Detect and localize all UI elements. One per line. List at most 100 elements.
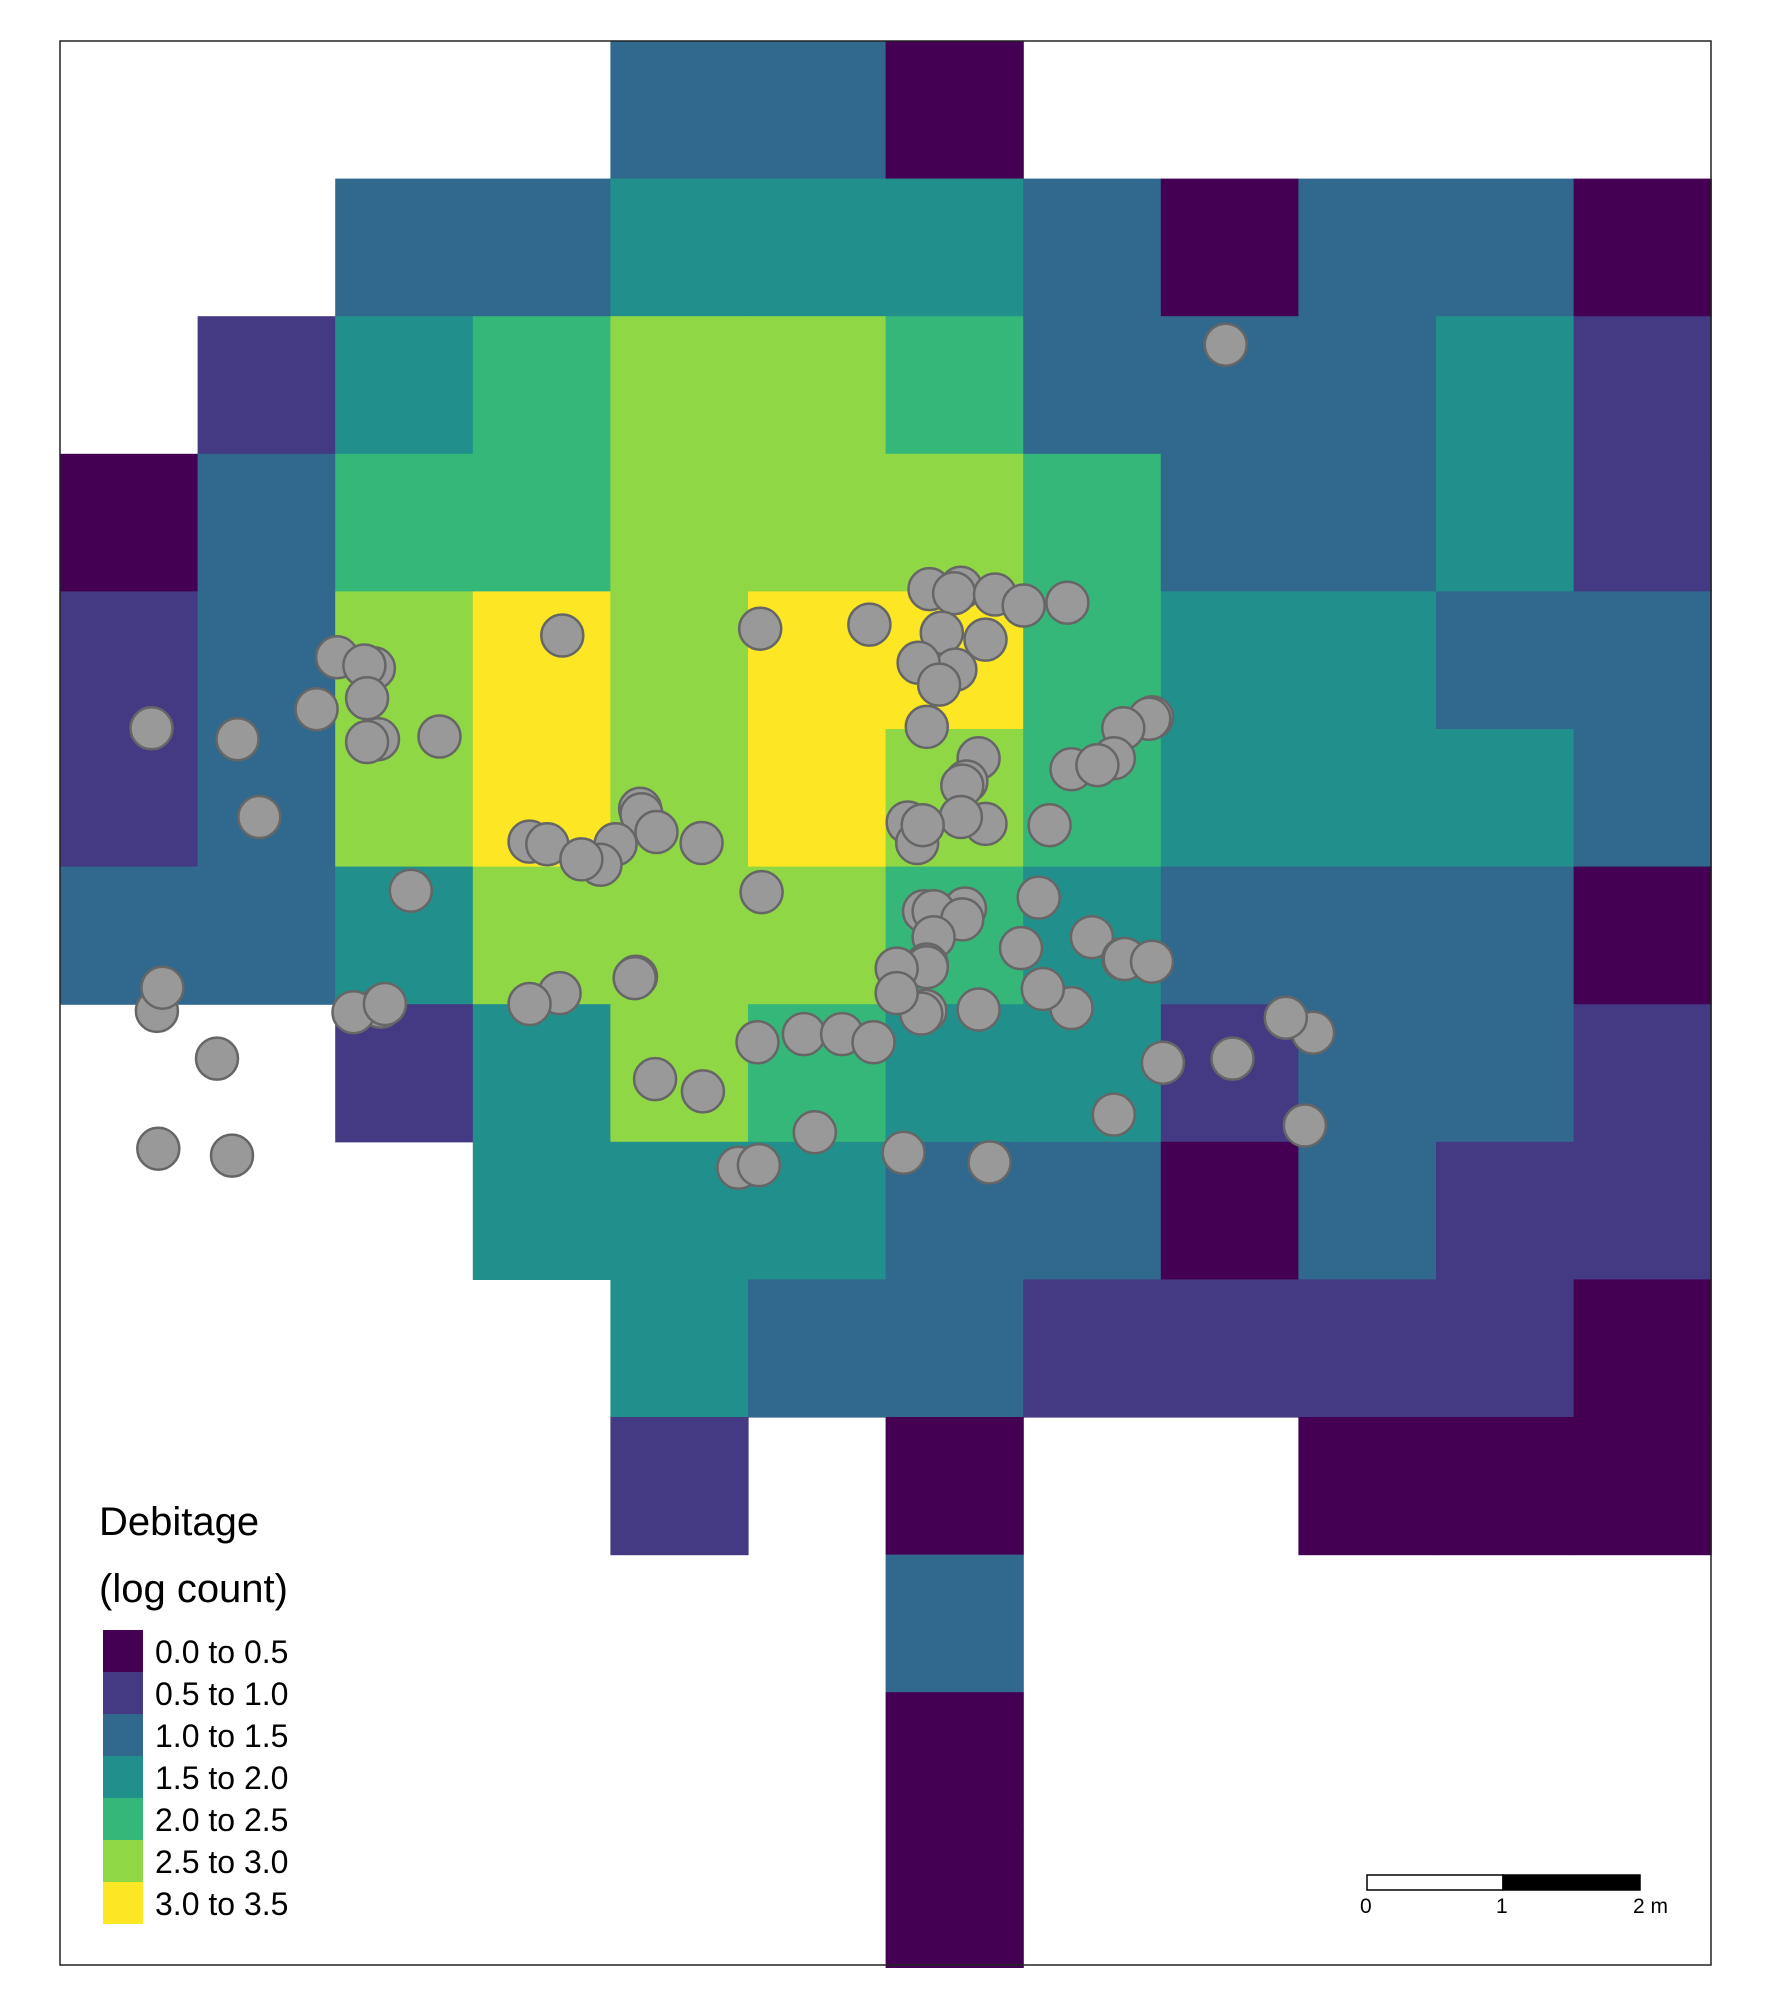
- artifact-point: [1210, 1036, 1255, 1081]
- grid-cell: [60, 591, 199, 730]
- grid-cell: [60, 453, 199, 592]
- grid-cell: [1573, 729, 1712, 868]
- legend-swatch: [103, 1882, 143, 1924]
- grid-cell: [610, 453, 749, 592]
- grid-cell: [1436, 729, 1575, 868]
- artifact-point: [1027, 802, 1072, 848]
- grid-cell: [1436, 1279, 1575, 1418]
- grid-cell: [1436, 1417, 1575, 1556]
- legend-swatch: [103, 1714, 143, 1756]
- artifact-point: [998, 925, 1044, 971]
- grid-cell: [1573, 316, 1712, 455]
- grid-cell: [748, 453, 887, 592]
- artifact-point: [851, 1020, 896, 1065]
- legend-swatch: [103, 1840, 143, 1882]
- artifact-point: [736, 1142, 782, 1188]
- artifact-point: [847, 602, 892, 647]
- grid-cell: [885, 1417, 1024, 1556]
- artifact-point: [739, 869, 784, 915]
- legend-swatch: [103, 1756, 143, 1798]
- grid-cell: [610, 1279, 749, 1418]
- artifact-point: [963, 617, 1008, 662]
- grid-cell: [748, 41, 887, 180]
- grid-cell: [472, 316, 611, 455]
- artifact-point: [1263, 995, 1309, 1040]
- artifact-point: [904, 704, 950, 750]
- artifact-point: [1001, 583, 1046, 628]
- grid-cell: [885, 1692, 1024, 1831]
- legend-label: 2.5 to 3.0: [155, 1844, 288, 1880]
- grid-cell: [885, 1829, 1024, 1968]
- grid-cell: [748, 729, 887, 868]
- grid-cell: [472, 591, 611, 730]
- artifact-point: [129, 706, 174, 751]
- grid-cell: [1436, 316, 1575, 455]
- artifact-point: [931, 570, 977, 616]
- artifact-point: [237, 794, 282, 840]
- artifact-point: [215, 716, 260, 762]
- grid-cell: [748, 178, 887, 317]
- artifact-point: [507, 981, 552, 1027]
- grid-cell: [1298, 1141, 1437, 1280]
- grid-cell: [1023, 1141, 1162, 1280]
- grid-cell: [1023, 178, 1162, 317]
- artifact-point: [1140, 1040, 1186, 1085]
- grid-cell: [1298, 1417, 1437, 1556]
- grid-cell: [748, 1279, 887, 1418]
- grid-cell: [610, 591, 749, 730]
- grid-cell: [1023, 1004, 1162, 1143]
- grid-cell: [610, 41, 749, 180]
- legend-label: 0.5 to 1.0: [155, 1676, 288, 1712]
- artifact-point: [679, 820, 724, 866]
- grid-cell: [1160, 1279, 1299, 1418]
- legend-swatch: [103, 1630, 143, 1672]
- grid-cell: [1023, 316, 1162, 455]
- grid-cell: [1160, 866, 1299, 1005]
- grid-cell: [1436, 178, 1575, 317]
- grid-cell: [1298, 591, 1437, 730]
- scale-bar-segment-white: [1366, 1874, 1504, 1891]
- grid-cell: [610, 1417, 749, 1556]
- grid-cell: [472, 178, 611, 317]
- grid-cell: [1573, 178, 1712, 317]
- grid-cell: [1573, 866, 1712, 1005]
- artifact-point: [735, 1020, 780, 1065]
- artifact-point: [916, 662, 962, 707]
- artifact-point: [900, 802, 945, 848]
- grid-cell: [1436, 453, 1575, 592]
- grid-cell: [472, 1141, 611, 1280]
- artifact-point: [140, 965, 185, 1010]
- grid-cell: [1298, 453, 1437, 592]
- legend-title-line2: (log count): [99, 1567, 288, 1611]
- artifact-point: [362, 981, 408, 1027]
- artifact-point: [956, 987, 1001, 1032]
- map-frame: [59, 40, 1712, 1966]
- scale-tick-0: 0: [1360, 1895, 1372, 1918]
- artifact-point: [781, 1011, 827, 1057]
- artifact-point: [1020, 966, 1066, 1012]
- artifact-point: [632, 1056, 678, 1102]
- grid-cell: [1436, 1141, 1575, 1280]
- artifact-point: [1129, 939, 1175, 984]
- artifact-point: [967, 1140, 1012, 1185]
- grid-cell: [472, 1004, 611, 1143]
- grid-cell: [335, 453, 474, 592]
- artifact-point: [680, 1069, 726, 1114]
- legend-label: 1.5 to 2.0: [155, 1760, 288, 1796]
- grid-cell: [610, 178, 749, 317]
- artifact-point: [1282, 1103, 1328, 1148]
- artifact-point: [792, 1110, 838, 1155]
- grid-cell: [1298, 729, 1437, 868]
- artifact-point: [294, 686, 339, 732]
- artifact-point: [1045, 580, 1090, 625]
- grid-cell: [1436, 866, 1575, 1005]
- artifact-point: [1203, 322, 1248, 367]
- legend-label: 0.0 to 0.5: [155, 1634, 288, 1670]
- grid-cell: [1023, 453, 1162, 592]
- artifact-point: [417, 714, 462, 759]
- artifact-point: [1069, 914, 1115, 960]
- scale-bar: 0 1 2 m: [1360, 1874, 1668, 1918]
- grid-cell: [1298, 178, 1437, 317]
- grid-cell: [197, 316, 336, 455]
- grid-cell: [1436, 591, 1575, 730]
